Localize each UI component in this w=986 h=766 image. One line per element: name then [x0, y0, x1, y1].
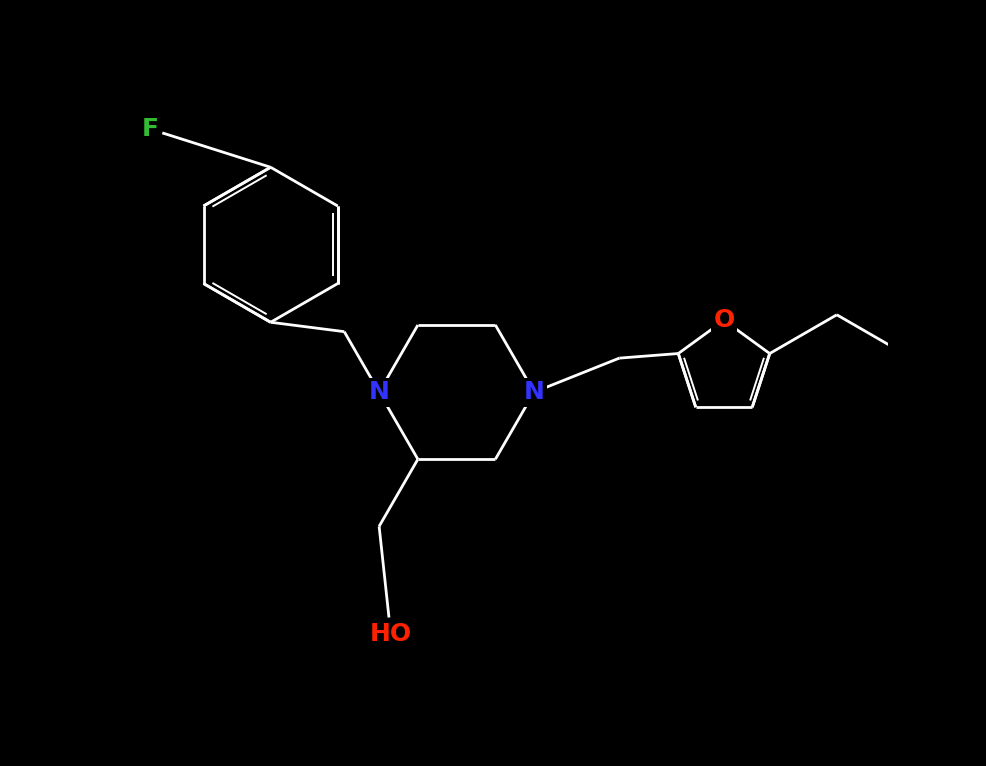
Text: N: N — [524, 380, 544, 404]
Text: HO: HO — [370, 622, 411, 646]
Text: N: N — [369, 380, 389, 404]
Text: O: O — [713, 309, 734, 332]
Text: F: F — [142, 117, 159, 141]
